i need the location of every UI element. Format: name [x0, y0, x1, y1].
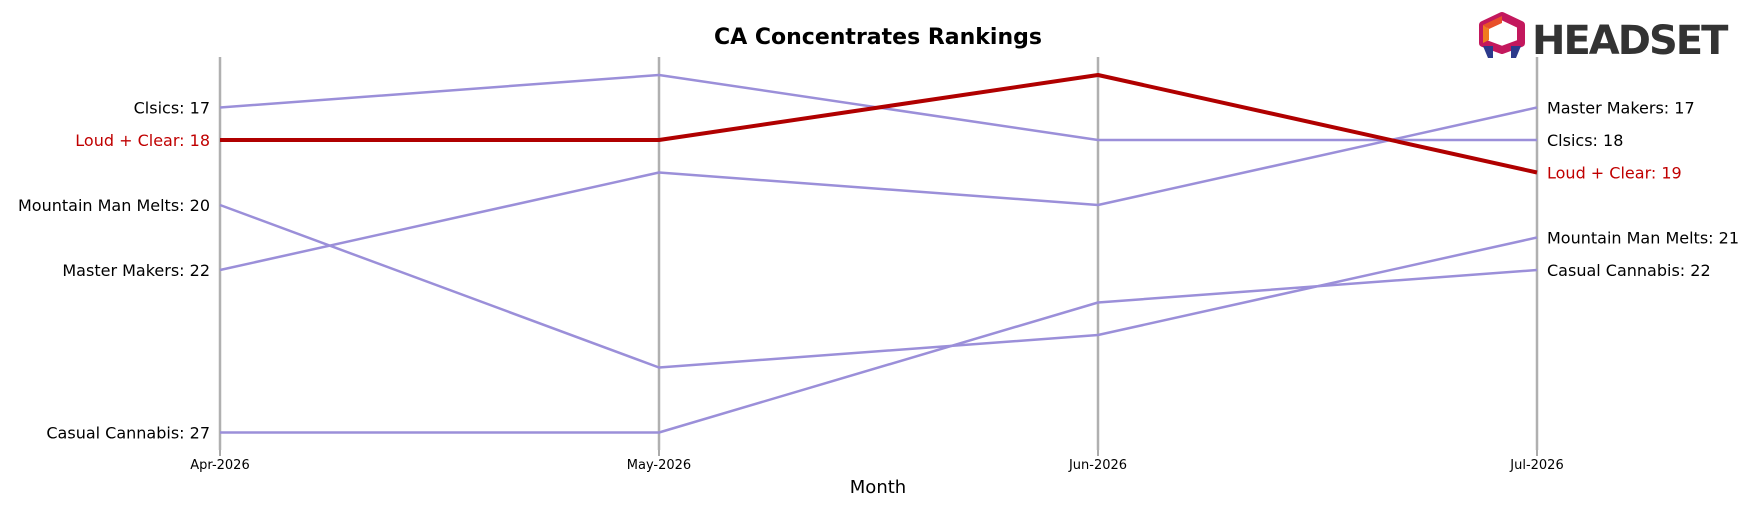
series-line-loud-clear: [220, 73, 1538, 175]
start-label: Mountain Man Melts: 20: [18, 196, 210, 215]
series-line-master-makers: [219, 106, 1538, 272]
series-line-casual-cannabis: [220, 268, 1538, 434]
x-tick-label: Jun-2026: [1068, 458, 1127, 473]
start-label: Master Makers: 22: [62, 261, 210, 280]
x-tick-label: May-2026: [627, 458, 691, 473]
end-label: Master Makers: 17: [1547, 99, 1695, 118]
x-tick-labels: Apr-2026 May-2026 Jun-2026 Jul-2026: [190, 450, 1564, 473]
chart-title: CA Concentrates Rankings: [714, 25, 1042, 50]
x-axis-label: Month: [850, 477, 906, 498]
end-label: Loud + Clear: 19: [1547, 164, 1682, 183]
headset-logo-icon: [1479, 12, 1525, 58]
start-label: Loud + Clear: 18: [75, 131, 210, 150]
start-label: Clsics: 17: [134, 99, 210, 118]
end-label: Clsics: 18: [1547, 131, 1623, 150]
end-label: Mountain Man Melts: 21: [1547, 229, 1739, 248]
gridlines: [218, 57, 1539, 450]
start-label: Casual Cannabis: 27: [46, 424, 210, 443]
end-label: Casual Cannabis: 22: [1547, 261, 1711, 280]
brand-logo: HEADSET: [1479, 12, 1731, 64]
x-tick-label: Jul-2026: [1509, 458, 1563, 473]
x-tick-label: Apr-2026: [190, 458, 249, 473]
series-line-mountain-man-melts: [219, 203, 1538, 369]
series-lines: [219, 73, 1538, 434]
start-labels: Clsics: 17 Loud + Clear: 18 Mountain Man M…: [18, 99, 210, 443]
end-labels: Master Makers: 17 Clsics: 18 Loud + Clear:…: [1547, 99, 1739, 281]
brand-name: HEADSET: [1532, 18, 1729, 64]
